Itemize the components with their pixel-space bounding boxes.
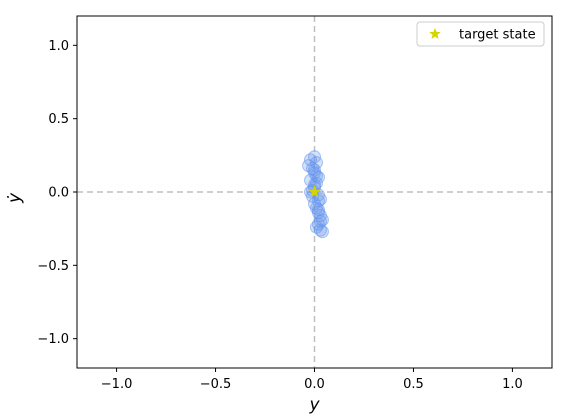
- scatter-points: [302, 150, 329, 239]
- legend-star-icon: [429, 27, 441, 40]
- legend-box: [416, 21, 545, 47]
- y-tick-label: −1.0: [37, 332, 69, 347]
- x-tick-label: 1.0: [502, 377, 523, 392]
- y-tick-label: −0.5: [37, 259, 69, 274]
- data-point: [308, 163, 321, 177]
- target-marker: [308, 185, 321, 198]
- x-ticks: −1.0 −0.5 0.0 0.5 1.0: [101, 368, 523, 392]
- y-tick-label: 0.5: [48, 112, 69, 127]
- y-tick-label: 1.0: [48, 39, 69, 54]
- data-point: [313, 223, 327, 237]
- y-axis-label: ẏ: [5, 192, 25, 204]
- y-ticks: −1.0 −0.5 0.0 0.5 1.0: [37, 39, 77, 347]
- legend-star-shape: [429, 27, 441, 40]
- data-point: [313, 214, 327, 228]
- data-point: [315, 225, 329, 239]
- x-tick-label: −1.0: [101, 377, 133, 392]
- x-tick-label: −0.5: [200, 377, 232, 392]
- x-axis-label: y: [308, 395, 320, 414]
- x-tick-label: 0.5: [403, 377, 424, 392]
- legend-entry-target-state: target state: [459, 28, 536, 43]
- target-state-point: [308, 185, 321, 198]
- legend: target state: [416, 21, 545, 47]
- data-point: [311, 194, 325, 208]
- y-tick-label: 0.0: [48, 186, 69, 201]
- x-tick-label: 0.0: [304, 377, 325, 392]
